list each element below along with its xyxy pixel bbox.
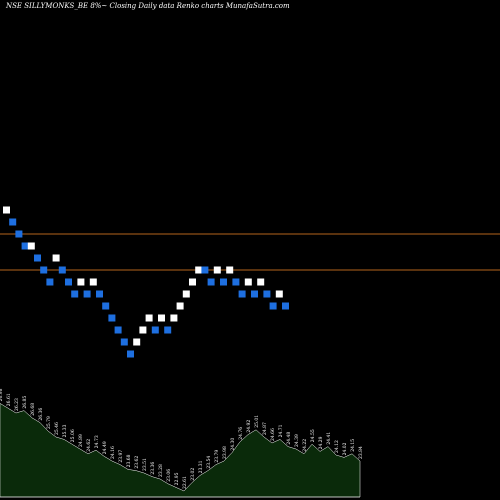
volume-label-10: 24.89 xyxy=(78,434,84,447)
volume-label-18: 23.51 xyxy=(142,458,148,471)
volume-label-6: 25.79 xyxy=(46,416,52,429)
renko-brick-28 xyxy=(176,302,184,310)
renko-brick-12 xyxy=(77,278,85,286)
volume-label-25: 23.31 xyxy=(198,460,204,473)
volume-label-39: 24.55 xyxy=(310,429,316,442)
volume-label-33: 24.87 xyxy=(262,422,268,435)
renko-brick-21 xyxy=(133,338,141,346)
renko-brick-10 xyxy=(65,278,72,286)
renko-brick-34 xyxy=(213,266,221,274)
volume-label-8: 25.33 xyxy=(62,424,68,437)
renko-brick-40 xyxy=(251,290,258,298)
volume-label-42: 24.12 xyxy=(334,440,340,453)
volume-label-20: 23.28 xyxy=(158,464,164,477)
volume-label-41: 24.41 xyxy=(326,432,332,445)
volume-label-23: 22.61 xyxy=(182,476,188,489)
volume-label-5: 26.36 xyxy=(38,408,44,421)
renko-brick-2 xyxy=(15,230,23,238)
volume-label-19: 23.36 xyxy=(150,462,156,475)
renko-brick-3 xyxy=(21,242,29,250)
renko-brick-29 xyxy=(182,290,190,298)
volume-label-45: 23.84 xyxy=(358,446,364,459)
renko-brick-13 xyxy=(83,290,91,298)
reference-lines xyxy=(0,233,500,271)
renko-bricks xyxy=(3,206,289,358)
volume-label-35: 24.71 xyxy=(278,424,284,437)
renko-brick-42 xyxy=(263,290,271,298)
renko-brick-38 xyxy=(238,290,246,298)
renko-brick-5 xyxy=(34,254,41,262)
renko-brick-8 xyxy=(52,254,60,262)
renko-brick-31 xyxy=(195,266,203,274)
volume-label-16: 23.68 xyxy=(126,454,132,467)
renko-brick-33 xyxy=(207,278,215,286)
volume-label-24: 23.02 xyxy=(190,468,196,481)
volume-label-27: 23.79 xyxy=(214,450,220,463)
volume-label-31: 24.92 xyxy=(246,420,252,433)
renko-brick-44 xyxy=(275,290,283,298)
volume-label-7: 25.46 xyxy=(54,422,60,435)
chart-title: NSE SILLYMONKS_BE 8%~ Closing Daily data… xyxy=(5,2,290,10)
volume-label-44: 24.15 xyxy=(350,439,356,452)
volume-label-22: 22.95 xyxy=(174,472,180,485)
renko-brick-26 xyxy=(164,326,172,334)
renko-brick-24 xyxy=(151,326,159,334)
renko-brick-0 xyxy=(3,206,10,214)
volume-label-36: 24.48 xyxy=(286,432,292,445)
renko-brick-19 xyxy=(120,338,128,346)
renko-brick-16 xyxy=(102,302,110,310)
renko-brick-39 xyxy=(244,278,252,286)
renko-brick-30 xyxy=(189,278,196,286)
renko-brick-20 xyxy=(127,350,134,358)
volume-label-32: 25.01 xyxy=(254,415,260,428)
volume-label-29: 24.30 xyxy=(230,438,236,451)
renko-brick-1 xyxy=(9,218,17,226)
renko-brick-6 xyxy=(40,266,48,274)
volume-label-12: 24.73 xyxy=(94,435,100,448)
renko-brick-4 xyxy=(27,242,35,250)
renko-brick-32 xyxy=(201,266,209,274)
volume-label-40: 24.29 xyxy=(318,436,324,449)
volume-label-26: 23.54 xyxy=(206,456,212,469)
volume-label-13: 24.49 xyxy=(102,441,108,454)
volume-label-21: 23.06 xyxy=(166,469,172,482)
renko-brick-18 xyxy=(114,326,122,334)
renko-brick-25 xyxy=(158,314,165,322)
renko-brick-14 xyxy=(89,278,97,286)
volume-label-2: 26.23 xyxy=(14,398,20,411)
renko-brick-43 xyxy=(269,302,277,310)
volume-label-4: 26.68 xyxy=(30,403,36,416)
volume-label-28: 23.98 xyxy=(222,446,228,459)
renko-brick-27 xyxy=(170,314,178,322)
volume-label-43: 24.02 xyxy=(342,442,348,455)
volume-label-11: 24.62 xyxy=(86,439,92,452)
volume-label-0: 26.98 xyxy=(0,388,4,401)
renko-brick-17 xyxy=(108,314,116,322)
renko-brick-45 xyxy=(282,302,289,310)
volume-label-1: 26.61 xyxy=(6,393,12,406)
volume-label-38: 24.22 xyxy=(302,439,308,452)
renko-brick-35 xyxy=(220,278,227,286)
volume-area xyxy=(0,403,361,498)
volume-label-34: 24.66 xyxy=(270,428,276,441)
renko-brick-41 xyxy=(257,278,265,286)
renko-brick-22 xyxy=(139,326,147,334)
renko-brick-15 xyxy=(96,290,103,298)
renko-brick-7 xyxy=(46,278,54,286)
volume-label-9: 25.06 xyxy=(70,429,76,442)
volume-label-3: 26.85 xyxy=(22,396,28,409)
renko-brick-36 xyxy=(226,266,234,274)
volume-label-14: 24.16 xyxy=(110,446,116,459)
renko-brick-37 xyxy=(232,278,240,286)
volume-label-17: 23.62 xyxy=(134,456,140,469)
volume-label-37: 24.39 xyxy=(294,434,300,447)
renko-brick-9 xyxy=(58,266,66,274)
renko-brick-23 xyxy=(145,314,153,322)
volume-label-30: 24.76 xyxy=(238,427,244,440)
renko-brick-11 xyxy=(71,290,79,298)
volume-label-15: 23.97 xyxy=(118,450,124,463)
